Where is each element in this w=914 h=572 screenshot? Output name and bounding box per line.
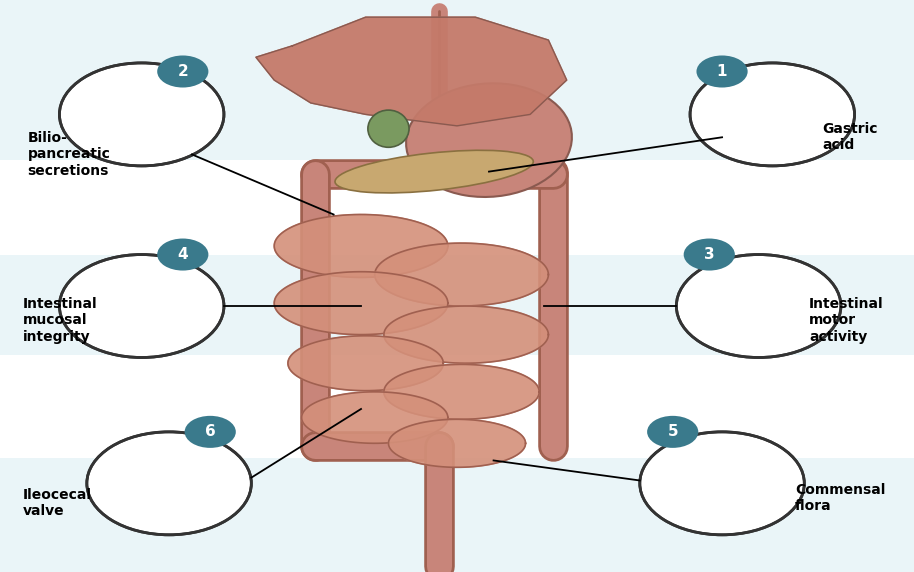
Circle shape <box>690 63 855 166</box>
Polygon shape <box>256 17 567 126</box>
Circle shape <box>59 255 224 358</box>
Text: 5: 5 <box>667 424 678 439</box>
Circle shape <box>676 255 841 358</box>
Polygon shape <box>288 336 443 391</box>
FancyBboxPatch shape <box>118 286 133 336</box>
Circle shape <box>185 416 236 448</box>
Bar <box>0 0 914 160</box>
Ellipse shape <box>367 110 409 147</box>
Circle shape <box>157 55 208 88</box>
Polygon shape <box>709 77 835 152</box>
Circle shape <box>696 55 748 88</box>
Circle shape <box>59 63 224 166</box>
Polygon shape <box>388 419 526 467</box>
Ellipse shape <box>727 300 809 323</box>
Text: 3: 3 <box>704 247 715 262</box>
Text: 2: 2 <box>177 64 188 79</box>
Text: Intestinal
mucosal
integrity: Intestinal mucosal integrity <box>23 297 98 344</box>
Polygon shape <box>384 364 539 419</box>
Polygon shape <box>274 214 448 277</box>
Ellipse shape <box>141 467 197 500</box>
Polygon shape <box>384 306 548 363</box>
Polygon shape <box>302 392 448 443</box>
Polygon shape <box>720 112 824 147</box>
Ellipse shape <box>406 84 572 197</box>
Circle shape <box>640 432 804 535</box>
Circle shape <box>59 255 224 358</box>
Text: 4: 4 <box>177 247 188 262</box>
Circle shape <box>690 63 855 166</box>
Text: Gastric
acid: Gastric acid <box>823 122 878 152</box>
Text: Intestinal
motor
activity: Intestinal motor activity <box>809 297 884 344</box>
Text: 6: 6 <box>205 424 216 439</box>
Circle shape <box>87 432 251 535</box>
Text: Commensal
flora: Commensal flora <box>795 483 886 513</box>
Polygon shape <box>274 272 448 335</box>
Circle shape <box>59 63 224 166</box>
Text: Ileocecal
valve: Ileocecal valve <box>23 488 91 518</box>
Circle shape <box>87 432 251 535</box>
Circle shape <box>157 239 208 271</box>
FancyBboxPatch shape <box>151 286 165 336</box>
Circle shape <box>676 255 841 358</box>
Circle shape <box>640 432 804 535</box>
Ellipse shape <box>335 150 533 193</box>
FancyBboxPatch shape <box>184 286 198 336</box>
Polygon shape <box>375 243 548 306</box>
Ellipse shape <box>108 447 231 519</box>
Ellipse shape <box>708 312 791 335</box>
Text: Bilio-
pancreatic
secretions: Bilio- pancreatic secretions <box>27 131 111 178</box>
Circle shape <box>647 416 698 448</box>
Text: 1: 1 <box>717 64 728 79</box>
Circle shape <box>156 476 181 491</box>
FancyBboxPatch shape <box>85 286 100 336</box>
Ellipse shape <box>708 283 791 306</box>
Bar <box>0 255 914 355</box>
Circle shape <box>684 239 735 271</box>
Bar <box>0 458 914 572</box>
